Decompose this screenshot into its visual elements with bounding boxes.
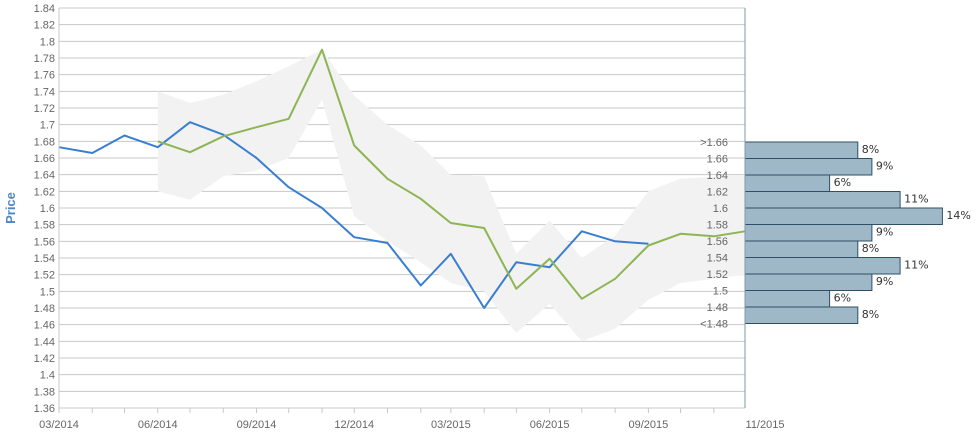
y-tick-label: 1.8: [40, 36, 55, 48]
y-tick-label: 1.62: [34, 186, 55, 198]
distribution-bar: [744, 224, 873, 242]
x-tick-label: 11/2015: [746, 419, 785, 431]
y-axis-label: Price: [3, 192, 18, 224]
bin-label: 1.58: [707, 220, 728, 232]
x-tick-label: 09/2015: [628, 419, 668, 431]
bin-percent: 9%: [876, 275, 893, 288]
x-tick-label: 06/2014: [138, 419, 178, 431]
bin-label: 1.54: [707, 253, 728, 265]
bin-label: 1.52: [707, 269, 728, 281]
forecast-band: [157, 49, 746, 342]
bin-percent: 14%: [946, 209, 970, 222]
y-tick-label: 1.38: [34, 386, 55, 398]
bin-label: 1.48: [707, 302, 728, 314]
distribution-bar: [744, 158, 873, 176]
distribution-bar: [744, 207, 943, 225]
bin-percent: 11%: [904, 193, 928, 206]
bin-percent: 6%: [834, 176, 851, 189]
bin-label: 1.5: [713, 286, 728, 298]
y-tick-label: 1.52: [34, 270, 55, 282]
y-tick-label: 1.84: [34, 3, 55, 15]
x-tick-label: 03/2014: [39, 419, 79, 431]
distribution-bar: [744, 191, 901, 209]
x-tick-label: 06/2015: [530, 419, 570, 431]
bin-percent: 6%: [834, 292, 851, 305]
y-tick-label: 1.48: [34, 303, 55, 315]
y-tick-label: 1.76: [34, 70, 55, 82]
bin-percent: 8%: [862, 143, 879, 156]
y-tick-label: 1.44: [34, 336, 55, 348]
distribution-bar: [744, 290, 831, 308]
bin-percent: 11%: [904, 259, 928, 272]
bin-percent: 8%: [862, 308, 879, 321]
y-tick-label: 1.5: [40, 286, 55, 298]
distribution-bar: [744, 306, 859, 324]
y-tick-label: 1.64: [34, 170, 55, 182]
y-tick-label: 1.58: [34, 220, 55, 232]
distribution-bar: [744, 257, 901, 275]
bin-label: 1.62: [707, 187, 728, 199]
y-tick-label: 1.54: [34, 253, 55, 265]
bin-percent: 9%: [876, 226, 893, 239]
bin-label: <1.48: [700, 319, 728, 331]
y-tick-label: 1.68: [34, 136, 55, 148]
distribution-bar: [744, 141, 859, 159]
y-tick-label: 1.46: [34, 320, 55, 332]
bin-label: 1.6: [713, 203, 728, 215]
y-tick-label: 1.7: [40, 120, 55, 132]
y-tick-label: 1.6: [40, 203, 55, 215]
series-line-2: [157, 48, 746, 300]
y-tick-label: 1.74: [34, 86, 55, 98]
bin-label: 1.56: [707, 236, 728, 248]
y-tick-label: 1.82: [34, 20, 55, 32]
bin-label: 1.66: [707, 154, 728, 166]
bin-percent: 9%: [876, 160, 893, 173]
y-axis-ticks: 1.36 1.38 1.4 1.42 1.44 1.46 1.48 1.5 1.52 1.54 1.…: [34, 3, 55, 415]
x-tick-label: 12/2014: [334, 419, 374, 431]
distribution-bar: [744, 273, 873, 291]
y-tick-label: 1.36: [34, 403, 55, 415]
y-tick-label: 1.4: [40, 370, 55, 382]
bin-percent: 8%: [862, 242, 879, 255]
y-tick-label: 1.72: [34, 103, 55, 115]
x-axis-ticks: 03/2014 06/2014 09/2014 12/2014 03/2015 06/20…: [39, 408, 784, 431]
distribution-bars: >1.66 8% 1.66 9% 1.64 6% 1.62 11% 1.6 14% 1.58 9% 1.…: [700, 137, 971, 331]
distribution-bar: [744, 240, 859, 258]
x-tick-label: 03/2015: [431, 419, 471, 431]
y-tick-label: 1.78: [34, 53, 55, 65]
series-line-1: [58, 121, 649, 309]
y-tick-label: 1.66: [34, 153, 55, 165]
bin-label: >1.66: [700, 137, 728, 149]
x-tick-label: 09/2014: [237, 419, 277, 431]
y-tick-label: 1.56: [34, 236, 55, 248]
bin-label: 1.64: [707, 170, 728, 182]
distribution-bar: [744, 174, 831, 192]
series-lines: [58, 48, 746, 309]
y-tick-label: 1.42: [34, 353, 55, 365]
